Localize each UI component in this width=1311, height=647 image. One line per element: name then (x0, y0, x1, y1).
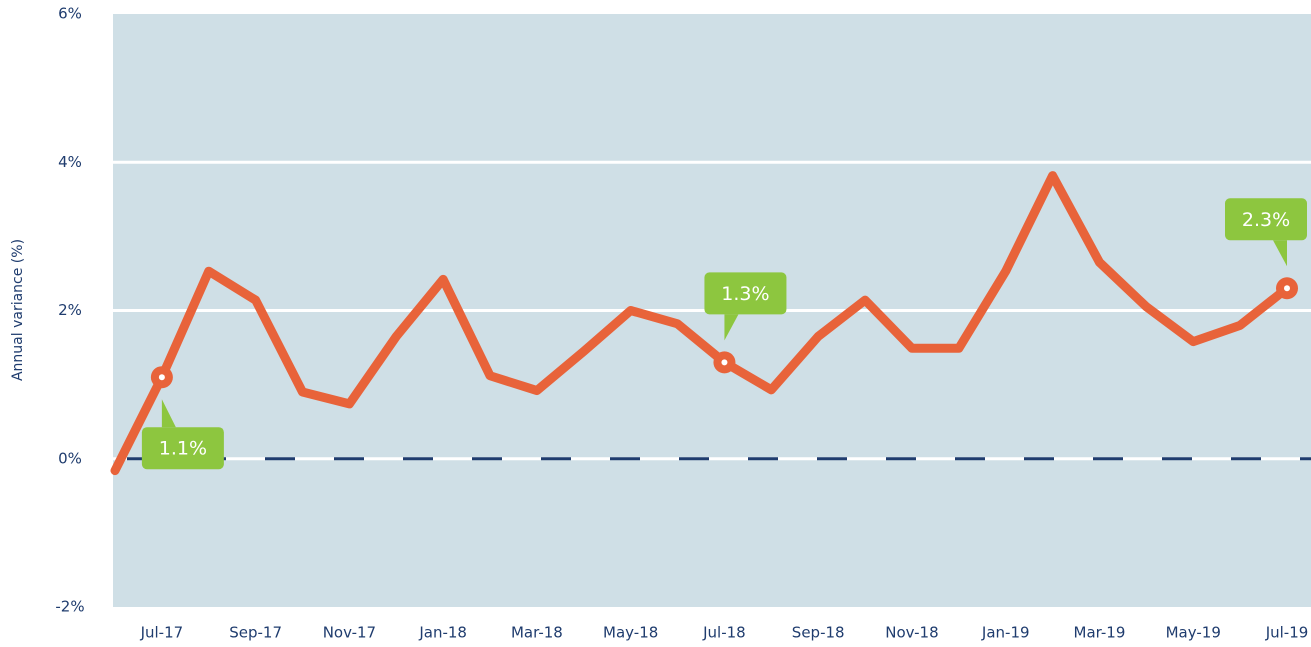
callout-box (141, 427, 224, 470)
data-label: 1.1% (159, 438, 207, 460)
x-tick-label: Sep-17 (229, 624, 282, 642)
point-center (158, 374, 165, 381)
y-tick-label: 2% (58, 301, 82, 319)
callout-pointer (1273, 240, 1287, 267)
x-tick-label: Nov-17 (323, 624, 376, 642)
callout-pointer (724, 314, 739, 341)
x-tick-label: Mar-18 (511, 624, 563, 642)
point-center (1284, 285, 1290, 292)
x-tick-label: Jul-17 (140, 624, 184, 642)
x-tick-label: Mar-19 (1074, 624, 1126, 642)
point-center (721, 359, 728, 366)
data-label: 2.3% (1242, 209, 1290, 231)
x-tick-label: Jan-19 (981, 624, 1030, 642)
callout-box (1225, 198, 1307, 241)
y-tick-label: -2% (55, 598, 84, 616)
x-tick-label: Jul-19 (1265, 624, 1309, 642)
y-tick-label: 6% (58, 5, 82, 23)
callout-pointer (161, 399, 176, 428)
y-tick-label: 4% (58, 153, 82, 171)
y-axis-label: Annual variance (%) (10, 239, 26, 381)
data-label: 1.3% (721, 283, 769, 305)
callout-box (704, 272, 787, 315)
x-tick-label: May-19 (1166, 624, 1221, 642)
x-tick-label: Jan-18 (418, 624, 467, 642)
x-tick-label: Jul-18 (702, 624, 746, 642)
x-tick-label: Sep-18 (792, 624, 845, 642)
line (110, 171, 1292, 476)
x-tick-label: Nov-18 (885, 624, 938, 642)
x-tick-label: May-18 (603, 624, 658, 642)
y-tick-label: 0% (58, 449, 82, 467)
